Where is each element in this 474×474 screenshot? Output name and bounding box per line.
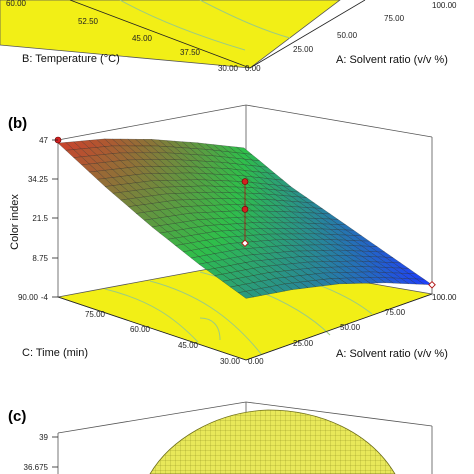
panel-b-contour — [104, 288, 199, 343]
a-tick: 50.00 — [340, 323, 361, 332]
c-tick: 30.00 — [220, 357, 241, 366]
design-point — [241, 178, 249, 185]
a-tick: 25.00 — [293, 45, 314, 54]
b-tick: 52.50 — [78, 17, 99, 26]
panel-b-z-axis-label: Color index — [9, 194, 21, 250]
z-tick: 39 — [39, 433, 48, 442]
z-tick: 36.675 — [24, 463, 49, 472]
panel-c: (c) 39 36.675 — [8, 401, 433, 474]
surface-cell — [237, 291, 255, 299]
panel-b-contour — [149, 280, 263, 356]
panel-b: (b) 47 34.25 21.5 8.75 -4 Colo — [8, 104, 457, 366]
c-tick: 90.00 — [18, 293, 39, 302]
panel-b-contour — [199, 317, 221, 341]
z-tick: -4 — [41, 293, 49, 302]
design-point — [241, 206, 249, 213]
panel-c-back-wall — [57, 401, 247, 434]
panel-a-contour — [119, 0, 246, 51]
panel-b-axis-c — [57, 296, 247, 361]
c-tick: 75.00 — [85, 310, 106, 319]
a-tick: 75.00 — [385, 308, 406, 317]
panel-a: 60.00 52.50 45.00 37.50 30.00 0.00 25.00… — [0, 0, 457, 73]
panel-b-axis-a — [245, 293, 433, 361]
a-tick: 100.00 — [432, 293, 457, 302]
panel-b-back-wall — [57, 104, 247, 141]
panel-b-z-axis: 47 34.25 21.5 8.75 -4 Color index — [9, 136, 58, 302]
panel-b-design-points — [54, 136, 436, 289]
a-tick: 25.00 — [293, 339, 314, 348]
b-tick: 60.00 — [6, 0, 27, 8]
z-tick: 8.75 — [32, 254, 48, 263]
panel-a-axis-b — [69, 0, 251, 69]
panel-b-c-axis-label: C: Time (min) — [22, 347, 88, 359]
a-tick: 100.00 — [432, 1, 457, 10]
panel-c-surface — [149, 409, 396, 474]
z-tick: 47 — [39, 136, 48, 145]
panel-b-surface — [57, 138, 433, 299]
panel-c-label: (c) — [8, 408, 26, 425]
b-tick: 45.00 — [132, 34, 153, 43]
a-tick: 0.00 — [248, 357, 264, 366]
z-tick: 34.25 — [28, 175, 49, 184]
design-point-below — [241, 239, 249, 248]
b-tick: 30.00 — [218, 64, 239, 73]
c-tick: 45.00 — [178, 341, 199, 350]
c-tick: 60.00 — [130, 325, 151, 334]
panel-b-label: (b) — [8, 115, 27, 132]
z-tick: 21.5 — [32, 214, 48, 223]
panel-a-a-axis-label: A: Solvent ratio (v/v %) — [336, 54, 448, 66]
a-tick: 50.00 — [337, 31, 358, 40]
panel-a-contour — [199, 0, 291, 39]
design-point-below — [428, 280, 436, 289]
panel-a-axis-a — [249, 0, 366, 69]
b-tick: 37.50 — [180, 48, 201, 57]
panel-b-a-axis-label: A: Solvent ratio (v/v %) — [336, 348, 448, 360]
panel-c-back-wall — [245, 401, 433, 427]
panel-b-back-wall — [245, 104, 433, 138]
panel-a-b-axis-label: B: Temperature (°C) — [22, 53, 120, 65]
a-tick: 0.00 — [245, 64, 261, 73]
a-tick: 75.00 — [384, 14, 405, 23]
